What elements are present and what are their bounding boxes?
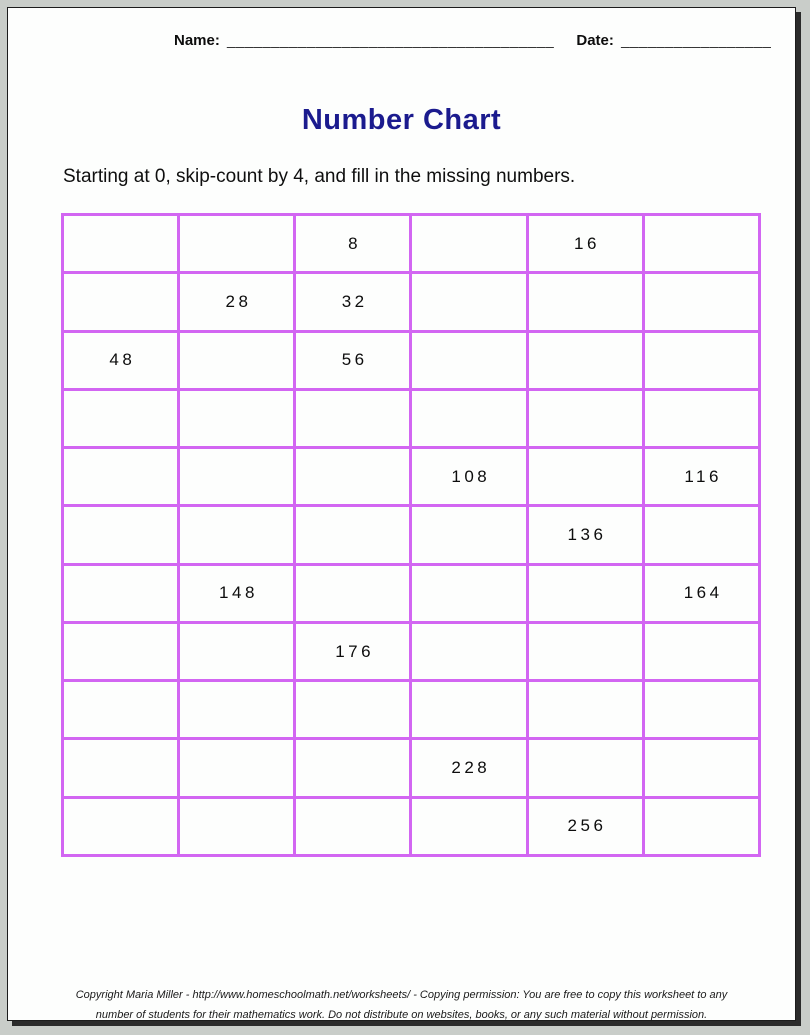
grid-cell-empty[interactable] [180,623,294,680]
grid-cell-empty[interactable] [296,565,410,621]
grid-cell-empty[interactable] [528,274,642,330]
grid-cell-filled: 32 [296,274,410,330]
grid-cell-empty[interactable] [412,390,526,447]
grid-cell-empty[interactable] [180,332,294,388]
grid-cell-empty[interactable] [412,565,526,621]
grid-cell-empty[interactable] [644,274,758,330]
grid-cell-empty[interactable] [412,507,526,563]
grid-cell-empty[interactable] [644,682,758,738]
grid-cell-empty[interactable] [644,798,758,854]
grid-cell-empty[interactable] [64,216,178,272]
grid-cell-empty[interactable] [180,449,294,505]
grid-cell-empty[interactable] [180,507,294,563]
grid-cell-empty[interactable] [528,390,642,447]
grid-cell-filled: 116 [644,449,758,505]
grid-cell-empty[interactable] [412,798,526,854]
grid-cell-filled: 256 [528,798,642,854]
grid-cell-filled: 48 [64,332,178,388]
grid-cell-empty[interactable] [64,507,178,563]
grid-cell-filled: 56 [296,332,410,388]
instruction-text: Starting at 0, skip-count by 4, and fill… [63,166,576,187]
grid-cell-empty[interactable] [64,798,178,854]
grid-cell-filled: 148 [180,565,294,621]
grid-cell-empty[interactable] [296,507,410,563]
grid-cell-empty[interactable] [528,740,642,796]
grid-cell-empty[interactable] [644,507,758,563]
name-date-row: Name: __________________________________… [174,32,771,49]
grid-cell-filled: 8 [296,216,410,272]
grid-cell-filled: 164 [644,565,758,621]
grid-cell-empty[interactable] [296,682,410,738]
name-input-line[interactable]: _____________________________________ [227,32,555,49]
grid-cell-empty[interactable] [296,740,410,796]
grid-cell-empty[interactable] [64,623,178,680]
grid-cell-empty[interactable] [528,623,642,680]
grid-cell-empty[interactable] [412,682,526,738]
page-title: Number Chart [301,104,502,136]
copyright-footer: Copyright Maria Miller - http://www.home… [8,985,795,1025]
grid-cell-filled: 176 [296,623,410,680]
grid-cell-empty[interactable] [180,740,294,796]
grid-cell-filled: 108 [412,449,526,505]
grid-cell-empty[interactable] [296,390,410,447]
grid-cell-empty[interactable] [528,682,642,738]
grid-cell-empty[interactable] [644,332,758,388]
number-grid: 8 16 28 32 48 56 108 116 136 148 164 176 228 256 [61,213,761,857]
grid-cell-empty[interactable] [180,390,294,447]
grid-cell-empty[interactable] [296,798,410,854]
grid-cell-empty[interactable] [180,798,294,854]
grid-cell-empty[interactable] [528,332,642,388]
date-label: Date: [576,32,614,49]
grid-cell-empty[interactable] [528,449,642,505]
grid-cell-empty[interactable] [64,274,178,330]
grid-cell-empty[interactable] [64,390,178,447]
grid-cell-empty[interactable] [528,565,642,621]
grid-cell-empty[interactable] [412,332,526,388]
grid-cell-filled: 28 [180,274,294,330]
grid-cell-empty[interactable] [412,274,526,330]
grid-cell-empty[interactable] [64,565,178,621]
name-label: Name: [174,32,220,49]
grid-cell-empty[interactable] [180,682,294,738]
grid-cell-empty[interactable] [644,216,758,272]
grid-cell-empty[interactable] [296,449,410,505]
grid-cell-empty[interactable] [412,623,526,680]
grid-cell-empty[interactable] [64,449,178,505]
grid-cell-empty[interactable] [180,216,294,272]
date-input-line[interactable]: _________________ [621,32,772,49]
grid-cell-empty[interactable] [644,740,758,796]
worksheet-page: Name: __________________________________… [7,7,796,1021]
grid-cell-empty[interactable] [412,216,526,272]
grid-cell-empty[interactable] [644,623,758,680]
grid-cell-filled: 16 [528,216,642,272]
grid-cell-empty[interactable] [644,390,758,447]
grid-cell-filled: 228 [412,740,526,796]
copyright-line-2: number of students for their mathematics… [95,1009,708,1021]
grid-cell-filled: 136 [528,507,642,563]
copyright-line-1: Copyright Maria Miller - http://www.home… [75,989,728,1001]
grid-cell-empty[interactable] [64,682,178,738]
grid-cell-empty[interactable] [64,740,178,796]
